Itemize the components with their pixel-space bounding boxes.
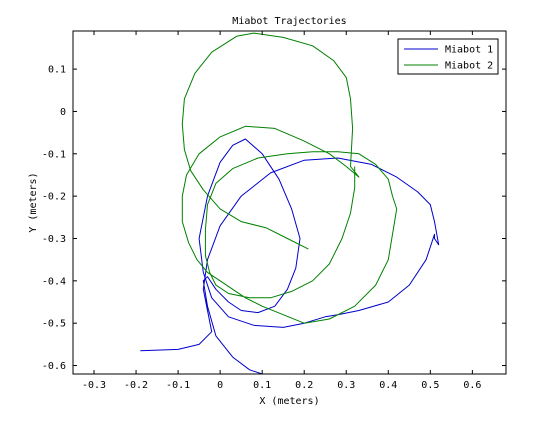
x-tick-label: 0.4	[379, 380, 397, 391]
chart-title: Miabot Trajectories	[232, 16, 346, 27]
y-tick-label: -0.6	[42, 361, 66, 372]
x-tick-label: -0.1	[166, 380, 190, 391]
x-tick-label: 0.5	[421, 380, 439, 391]
legend: Miabot 1 Miabot 2	[397, 38, 499, 75]
legend-label-miabot-2: Miabot 2	[445, 61, 493, 72]
x-tick-label: 0.6	[463, 380, 481, 391]
legend-box	[397, 38, 499, 75]
y-tick-label: -0.1	[42, 149, 66, 160]
x-tick-label: 0.2	[295, 380, 313, 391]
y-tick-label: -0.5	[42, 319, 66, 330]
axes-frame	[72, 30, 507, 375]
ticks-layer: -0.3 -0.2 -0.1 0 0.1 0.2 0.3 0.4 0.5 0.6 0.1 0 -0.1 -…	[42, 31, 506, 391]
x-axis-label: X (meters)	[259, 396, 319, 407]
series-line-miabot-1	[140, 138, 440, 375]
y-tick-label: -0.4	[42, 276, 66, 287]
x-tick-label: 0.3	[337, 380, 355, 391]
y-tick-label: -0.3	[42, 234, 66, 245]
y-axis-label: Y (meters)	[28, 172, 39, 232]
x-tick-label: -0.3	[82, 380, 106, 391]
series-layer	[140, 32, 440, 375]
legend-label-miabot-1: Miabot 1	[445, 45, 493, 56]
series-line-miabot-2	[181, 32, 398, 324]
y-tick-label: 0.1	[48, 65, 66, 76]
y-tick-label: 0	[60, 107, 66, 118]
x-tick-label: 0.1	[253, 380, 271, 391]
x-tick-label: 0	[217, 380, 223, 391]
y-tick-label: -0.2	[42, 192, 66, 203]
x-tick-label: -0.2	[124, 380, 148, 391]
